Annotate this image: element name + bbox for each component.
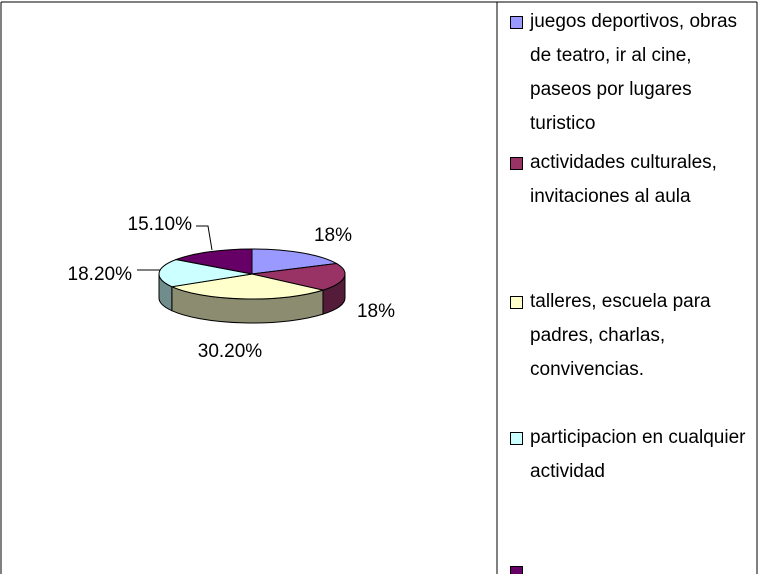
data-label: 18% bbox=[314, 225, 352, 246]
legend-swatch bbox=[510, 566, 523, 574]
legend-label: juegos deportivos, obras de teatro, ir a… bbox=[530, 11, 738, 134]
legend-swatch bbox=[510, 157, 523, 170]
data-label: 18% bbox=[357, 301, 395, 322]
data-label: 18.20% bbox=[68, 264, 133, 285]
pie-slice bbox=[158, 259, 253, 288]
legend-swatch bbox=[510, 296, 523, 309]
legend-label: talleres, escuela para padres, charlas, … bbox=[530, 291, 711, 380]
data-label: 15.10% bbox=[128, 214, 193, 235]
pie-slice bbox=[174, 248, 253, 275]
pie-slice bbox=[251, 262, 346, 291]
legend-swatch bbox=[510, 16, 523, 29]
pie-slice bbox=[251, 248, 338, 275]
legend-swatch bbox=[510, 432, 523, 445]
leader-line bbox=[196, 225, 213, 251]
data-label: 30.20% bbox=[198, 341, 263, 362]
legend-label: participacion en cualquier actividad bbox=[530, 427, 746, 482]
legend-label: actividades culturales, invitaciones al … bbox=[530, 152, 717, 207]
pie-slice bbox=[170, 273, 325, 300]
